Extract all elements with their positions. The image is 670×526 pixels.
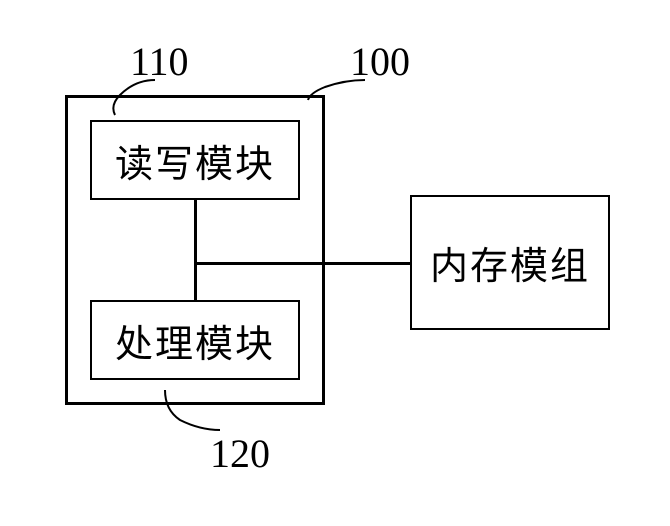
- processing-module-text: 处理模块: [115, 313, 275, 368]
- horizontal-connector: [195, 262, 410, 265]
- memory-module-box: 内存模组: [410, 195, 610, 330]
- vertical-connector: [194, 200, 197, 300]
- leader-curve-100: [300, 75, 380, 105]
- leader-curve-110: [100, 75, 170, 120]
- read-write-module-box: 读写模块: [90, 120, 300, 200]
- processing-module-box: 处理模块: [90, 300, 300, 380]
- label-120: 120: [210, 430, 270, 477]
- leader-curve-120: [150, 380, 230, 435]
- read-write-module-text: 读写模块: [115, 133, 275, 188]
- memory-module-text: 内存模组: [430, 235, 590, 290]
